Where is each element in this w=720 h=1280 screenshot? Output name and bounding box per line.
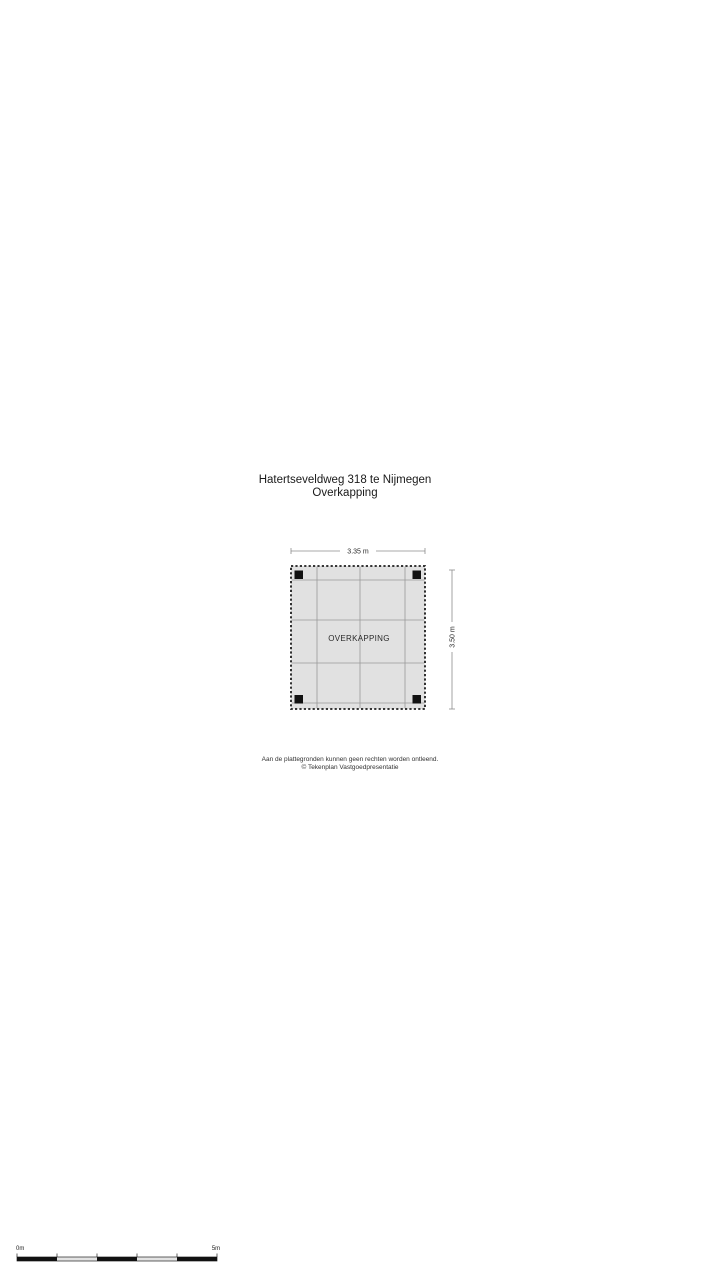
scale-end-label: 5m [212, 1246, 220, 1252]
scale-bar: 0m 5m [16, 1246, 220, 1262]
height-dimension: 3.50 m [449, 569, 457, 710]
scale-segment-dark [177, 1257, 217, 1261]
corner-post [294, 570, 303, 579]
floorplan-drawing: 3.35 m 3.50 m [290, 548, 457, 710]
page-title: Hatertseveldweg 318 te Nijmegen Overkapp… [145, 474, 545, 500]
copyright-line: © Tekenplan Vastgoedpresentatie [301, 764, 399, 771]
corner-post [412, 695, 421, 704]
corner-post [412, 570, 421, 579]
title-address: Hatertseveldweg 318 te Nijmegen [258, 474, 432, 486]
roof-dashed-outline [290, 565, 426, 710]
scale-segment-dark [17, 1257, 57, 1261]
scale-bar-segments [17, 1257, 217, 1261]
height-dimension-label: 3.50 m [450, 626, 457, 648]
corner-posts [294, 570, 421, 704]
disclaimer: Aan de plattegronden kunnen geen rechten… [150, 756, 550, 772]
roof-area [291, 566, 425, 709]
room-label: OVERKAPPING [328, 634, 390, 643]
roof-grid [292, 567, 424, 708]
disclaimer-line: Aan de plattegronden kunnen geen rechten… [261, 756, 439, 763]
corner-post [294, 695, 303, 704]
scale-segment-dark [97, 1257, 137, 1261]
title-subtitle: Overkapping [312, 487, 378, 499]
scale-ticks [16, 1253, 218, 1257]
width-dimension: 3.35 m [290, 548, 426, 556]
scale-start-label: 0m [16, 1246, 24, 1252]
width-dimension-label: 3.35 m [347, 549, 369, 556]
